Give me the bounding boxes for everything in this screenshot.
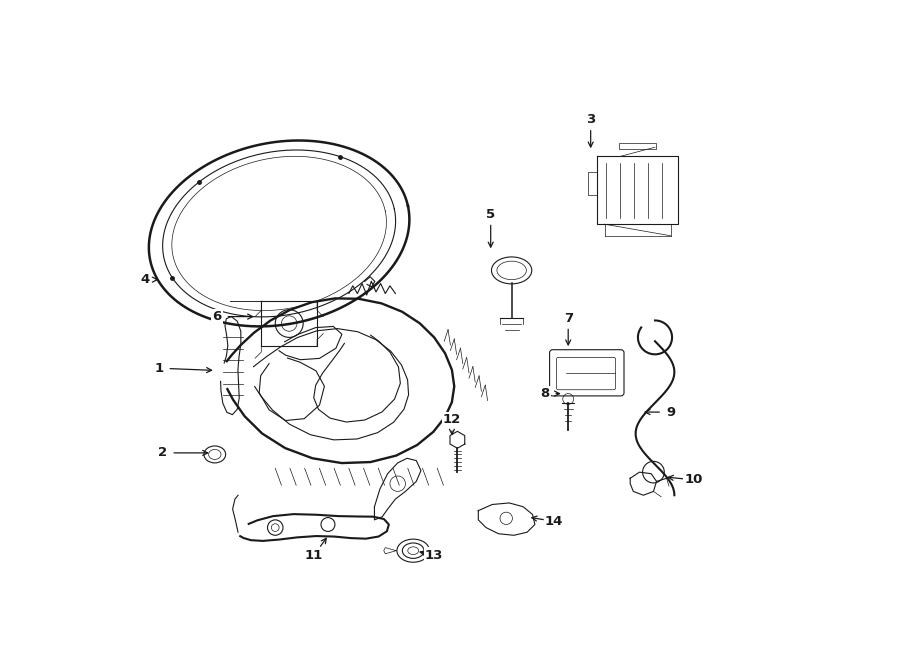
Text: 1: 1 <box>155 361 164 375</box>
Text: 7: 7 <box>563 312 572 324</box>
Text: 10: 10 <box>685 473 703 487</box>
Text: 3: 3 <box>586 113 595 126</box>
Text: 11: 11 <box>305 549 323 562</box>
Text: 9: 9 <box>666 406 675 418</box>
Text: 14: 14 <box>545 515 563 528</box>
Text: 2: 2 <box>158 446 167 459</box>
Text: 8: 8 <box>540 387 550 400</box>
Text: 6: 6 <box>212 310 221 323</box>
Text: 4: 4 <box>140 273 149 286</box>
Text: 5: 5 <box>486 208 495 220</box>
Text: 12: 12 <box>443 413 461 426</box>
Text: 13: 13 <box>425 549 444 562</box>
